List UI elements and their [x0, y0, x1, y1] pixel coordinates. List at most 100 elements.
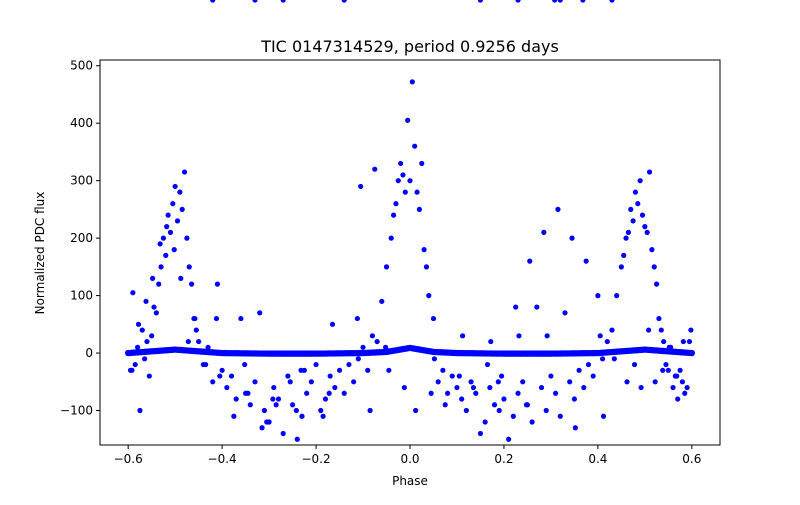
data-point — [435, 379, 441, 385]
y-tick-label: −100 — [60, 404, 93, 418]
data-point — [193, 327, 199, 333]
data-point — [287, 379, 293, 385]
data-point — [515, 0, 521, 3]
data-point — [264, 419, 270, 425]
data-point — [150, 275, 156, 281]
data-point — [590, 373, 596, 379]
data-point — [520, 379, 526, 385]
data-point — [661, 338, 667, 345]
data-point — [336, 367, 343, 373]
x-tick-label: 0.4 — [588, 452, 607, 466]
data-point — [395, 178, 401, 184]
data-point — [179, 206, 185, 212]
data-point — [231, 413, 237, 419]
data-point — [379, 298, 385, 304]
data-point — [583, 258, 589, 264]
data-point — [609, 0, 615, 3]
data-point — [261, 407, 267, 414]
data-point — [600, 413, 607, 419]
data-point — [188, 281, 195, 287]
data-point — [149, 333, 155, 339]
y-tick-label: 300 — [70, 174, 93, 188]
data-point — [482, 419, 488, 425]
data-point — [496, 407, 502, 414]
data-point — [142, 356, 148, 362]
data-point — [257, 310, 263, 316]
data-point — [205, 344, 211, 350]
data-point — [543, 407, 549, 414]
data-point — [170, 201, 176, 207]
data-point — [449, 373, 455, 379]
data-point — [129, 367, 135, 373]
data-point — [341, 0, 347, 3]
data-point — [651, 264, 657, 270]
data-point — [341, 390, 347, 396]
plot-area — [124, 0, 696, 442]
data-point — [529, 419, 535, 425]
data-point — [638, 384, 644, 391]
y-tick-label: 100 — [70, 289, 93, 303]
data-point — [146, 373, 152, 379]
data-point — [365, 367, 371, 373]
data-point — [516, 333, 522, 339]
data-point — [635, 201, 641, 207]
data-point — [238, 315, 244, 322]
data-point — [513, 304, 519, 310]
data-point — [682, 390, 688, 396]
data-point — [196, 338, 202, 345]
data-point — [313, 361, 319, 368]
data-point — [646, 327, 652, 333]
data-point — [280, 430, 286, 437]
data-point — [259, 425, 265, 431]
data-point — [163, 252, 169, 258]
data-point — [143, 298, 149, 304]
data-point — [393, 201, 399, 207]
data-point — [181, 169, 188, 175]
data-point — [252, 0, 258, 3]
data-point — [419, 160, 425, 167]
data-point — [621, 252, 627, 258]
data-point — [684, 384, 690, 391]
data-point — [624, 379, 630, 385]
y-axis-ticks: −100 0 100 200 300 400 500 — [60, 59, 100, 418]
data-point — [630, 218, 636, 224]
data-point — [428, 390, 434, 396]
data-point — [557, 413, 563, 419]
data-point — [495, 379, 501, 385]
data-point — [585, 361, 592, 368]
data-point — [247, 402, 253, 408]
data-point — [346, 361, 352, 368]
data-point — [562, 310, 568, 316]
data-point — [459, 396, 465, 402]
data-point — [571, 396, 577, 402]
data-point — [660, 367, 666, 373]
data-point — [326, 390, 332, 396]
data-point — [153, 310, 159, 316]
data-point — [463, 407, 469, 414]
data-point — [454, 384, 460, 391]
data-point — [498, 373, 505, 379]
data-point — [639, 212, 646, 218]
data-point — [572, 425, 578, 431]
data-point — [414, 189, 420, 195]
data-point — [372, 166, 378, 172]
data-point — [611, 356, 617, 362]
data-point — [663, 361, 669, 368]
data-point — [442, 402, 448, 408]
data-point — [618, 264, 624, 270]
data-point — [510, 413, 516, 419]
data-point — [327, 373, 333, 379]
data-point — [354, 315, 360, 322]
data-point — [557, 0, 563, 3]
data-point — [171, 247, 177, 253]
data-point — [477, 430, 484, 437]
data-point — [174, 218, 181, 224]
data-point — [656, 315, 662, 322]
data-point — [644, 229, 650, 235]
chart-title: TIC 0147314529, period 0.9256 days — [260, 37, 559, 56]
data-point — [351, 379, 357, 385]
data-point — [210, 379, 216, 385]
data-point — [139, 327, 145, 333]
data-point — [423, 264, 430, 270]
